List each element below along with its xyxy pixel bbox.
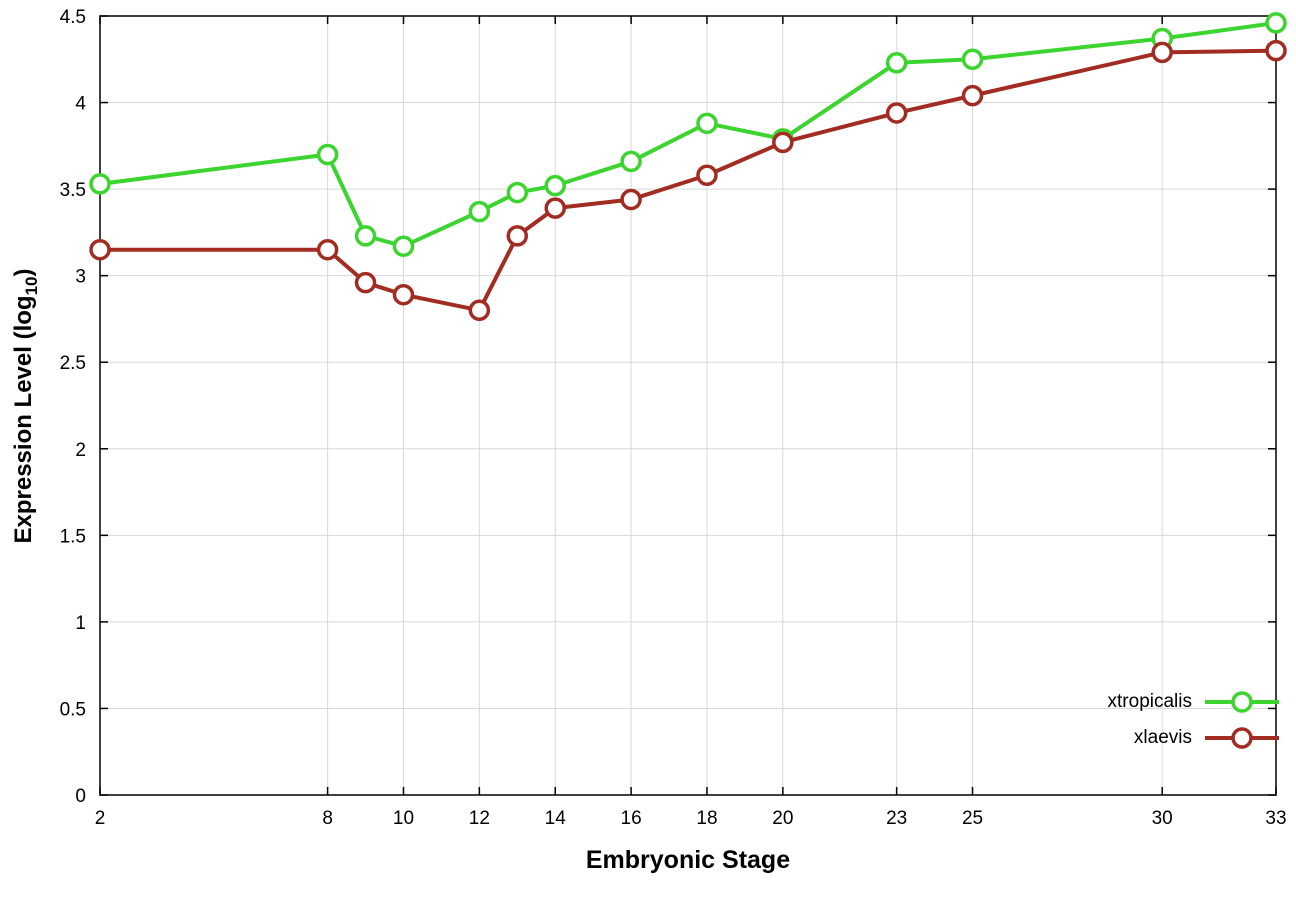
data-point (392, 283, 415, 306)
y-tick-label: 0 (75, 786, 86, 807)
data-point (1265, 39, 1287, 62)
series-line (98, 48, 1278, 313)
y-tick-label: 4 (75, 94, 86, 115)
x-tick-label: 18 (696, 808, 717, 829)
x-tick-label: 30 (1152, 808, 1173, 829)
data-point (316, 143, 339, 166)
data-point (544, 174, 566, 197)
x-tick-label: 16 (621, 808, 642, 829)
data-point (885, 102, 908, 124)
series-xlaevis (89, 39, 1287, 322)
data-point (772, 131, 794, 154)
data-point (354, 271, 377, 294)
data-point (1151, 41, 1173, 64)
legend: xtropicalis xlaevis (1108, 684, 1282, 756)
data-point (468, 200, 491, 223)
y-tick-label: 1 (75, 613, 86, 634)
series-xtropicalis (89, 12, 1287, 257)
data-point (961, 48, 984, 71)
data-point (696, 112, 718, 135)
plot-border (99, 15, 1277, 796)
data-point (544, 197, 566, 219)
x-tick-label: 14 (545, 808, 567, 829)
y-tick-label: 4.5 (60, 7, 86, 28)
x-tick-label: 33 (1265, 808, 1286, 829)
legend-swatch-xlaevis (1205, 727, 1279, 749)
x-tick-label: 20 (772, 808, 793, 829)
y-axis-title-subscript: 10 (21, 276, 41, 296)
legend-item-xlaevis: xlaevis (1108, 720, 1282, 756)
x-axis-title: Embryonic Stage (585, 846, 791, 874)
data-point (392, 235, 415, 257)
legend-label-xtropicalis: xtropicalis (1107, 691, 1192, 712)
data-point (961, 84, 984, 107)
data-point (696, 164, 718, 187)
x-tick-label: 25 (962, 808, 983, 829)
y-tick-label: 0.5 (60, 699, 86, 720)
y-tick-label: 3.5 (60, 180, 86, 201)
data-point (89, 238, 111, 261)
x-tick-label: 12 (469, 808, 490, 829)
y-axis-title-suffix: ) (10, 268, 38, 277)
x-tick-label: 10 (393, 808, 414, 829)
data-point (885, 51, 908, 74)
data-point (316, 238, 339, 261)
legend-marker-sample (1231, 691, 1253, 713)
data-point (89, 173, 111, 195)
x-tick-label: 23 (886, 808, 907, 829)
series-line (98, 20, 1278, 249)
legend-swatch-xtropicalis (1205, 691, 1279, 713)
data-point (1265, 12, 1287, 34)
data-point (506, 225, 529, 247)
legend-item-xtropicalis: xtropicalis (1108, 684, 1282, 720)
x-tick-labels: 2 8 10 12 14 16 18 20 23 25 30 33 (95, 808, 1287, 829)
legend-label-xlaevis: xlaevis (1133, 727, 1192, 748)
y-axis-title-text: Expression Level (log (10, 295, 38, 544)
data-point (468, 299, 491, 322)
legend-marker-sample (1231, 727, 1253, 749)
data-point (354, 225, 377, 247)
y-tick-label: 2.5 (60, 353, 86, 374)
data-point (620, 150, 642, 173)
data-point (620, 188, 642, 211)
x-tick-label: 2 (95, 808, 106, 829)
x-tick-label: 8 (322, 808, 333, 829)
y-tick-label: 3 (75, 267, 86, 288)
data-point (506, 181, 529, 204)
y-tick-label: 1.5 (60, 526, 86, 547)
y-axis-title: Expression Level (log10) (10, 269, 42, 544)
y-tick-labels: 0 0.5 1 1.5 2 2.5 3 3.5 4 4.5 (60, 7, 87, 807)
y-tick-label: 2 (75, 440, 86, 461)
